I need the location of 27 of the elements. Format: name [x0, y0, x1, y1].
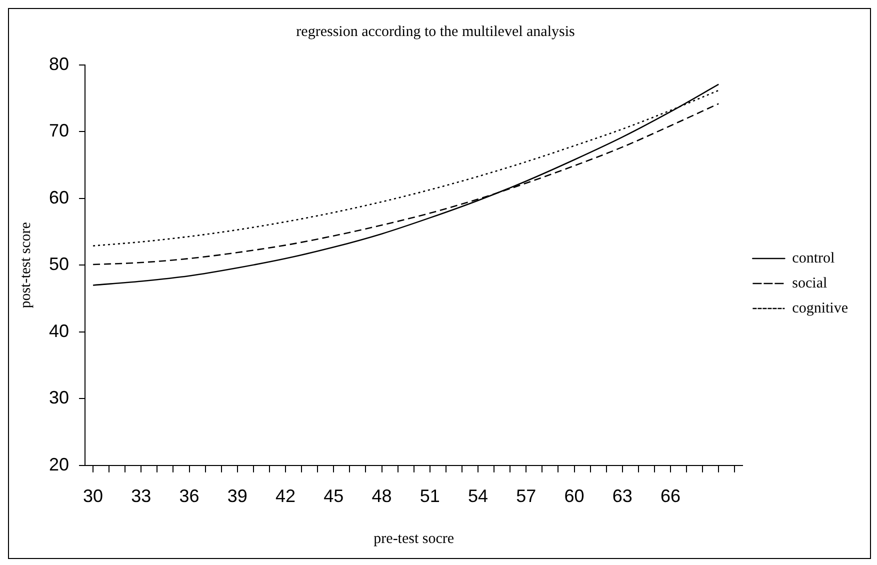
- x-tick-label: 30: [83, 486, 104, 506]
- x-tick-label: 48: [372, 486, 392, 506]
- y-tick-label: 70: [48, 120, 70, 141]
- legend-label: social: [792, 275, 828, 292]
- y-axis-title: post-test score: [18, 222, 34, 308]
- x-tick-label: 63: [612, 486, 632, 506]
- line-series: [92, 84, 720, 286]
- x-tick-label: 51: [420, 486, 440, 506]
- x-tick-label: 33: [131, 486, 152, 506]
- x-tick-label: 42: [276, 486, 296, 506]
- x-tick-label: 36: [179, 486, 200, 506]
- chart-title: regression according to the multilevel analysis: [296, 24, 575, 40]
- y-tick-label: 20: [48, 454, 70, 474]
- x-tick-label: 60: [564, 486, 584, 506]
- legend-label: cognitive: [792, 300, 848, 316]
- x-tick-label: 39: [227, 486, 248, 506]
- y-tick-label: 60: [48, 187, 70, 208]
- x-tick-label: 57: [516, 486, 536, 506]
- x-axis-title: pre-test socre: [374, 530, 454, 547]
- y-tick-label: 30: [48, 388, 70, 408]
- x-tick-label: 54: [468, 486, 488, 506]
- legend-label: control: [792, 250, 835, 266]
- y-tick-label: 80: [48, 54, 70, 74]
- y-tick-label: 40: [48, 320, 70, 341]
- x-tick-label: 66: [660, 486, 681, 506]
- x-tick-label: 45: [324, 486, 344, 506]
- y-tick-label: 50: [48, 254, 70, 274]
